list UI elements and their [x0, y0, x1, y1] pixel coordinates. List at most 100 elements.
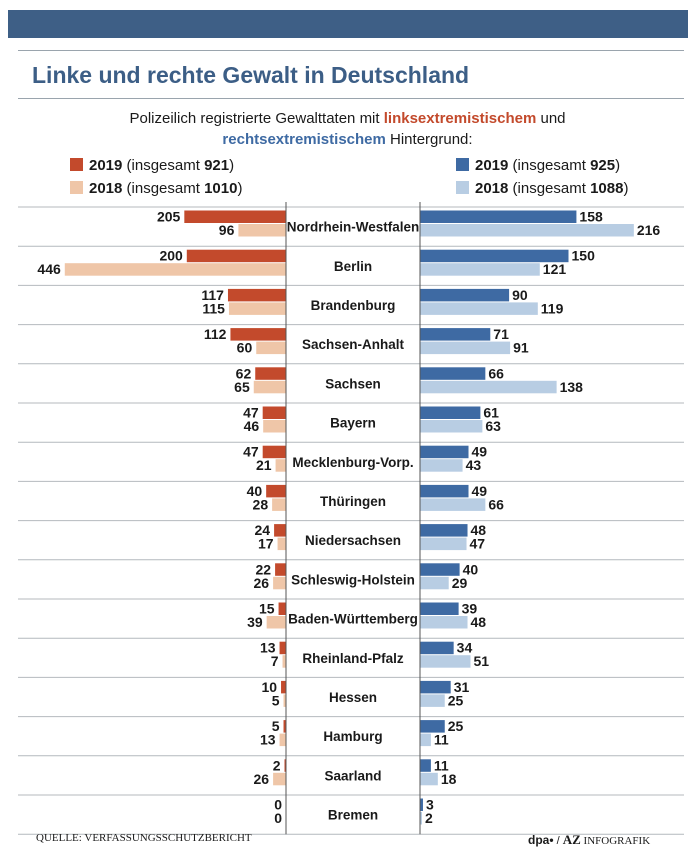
- value-label-right-2019: 49: [472, 444, 488, 460]
- subtitle-left-keyword: linksextremistischem: [383, 110, 537, 127]
- bar-left-2018: [282, 655, 286, 668]
- bar-left-2019: [227, 288, 286, 302]
- value-label-right-2018: 216: [637, 222, 661, 238]
- bar-left-2018: [64, 263, 286, 276]
- bar-right-2019: [420, 249, 569, 263]
- value-label-right-2019: 49: [472, 483, 488, 499]
- value-label-right-2019: 90: [512, 287, 528, 303]
- legend-total: 1010: [204, 180, 238, 197]
- credit-az: AZ: [562, 832, 581, 847]
- value-label-right-2018: 18: [441, 771, 457, 787]
- category-label: Sachsen-Anhalt: [302, 337, 405, 352]
- category-label: Rheinland-Pfalz: [302, 651, 404, 666]
- category-label: Nordrhein-Westfalen: [287, 220, 420, 235]
- legend-end: ): [229, 157, 235, 174]
- legend-label: (insgesamt: [122, 180, 205, 197]
- value-label-right-2018: 29: [452, 575, 468, 591]
- value-label-right-2019: 3: [426, 797, 434, 813]
- bar-right-2019: [420, 798, 423, 811]
- value-label-left-2018: 17: [258, 536, 274, 552]
- header-band: [8, 10, 688, 38]
- bar-right-2019: [420, 406, 481, 419]
- bar-right-2018: [420, 733, 431, 747]
- bar-right-2019: [420, 445, 469, 459]
- subtitle-mid: und: [540, 110, 566, 127]
- value-label-left-2018: 5: [272, 692, 280, 708]
- bar-left-2018: [228, 302, 286, 315]
- value-label-right-2018: 47: [470, 536, 486, 552]
- value-label-left-2018: 65: [234, 379, 250, 395]
- legend-end: ): [623, 180, 629, 197]
- chart-title: Linke und rechte Gewalt in Deutschland: [32, 62, 470, 88]
- bar-left-2019: [274, 524, 286, 537]
- bar-left-2019: [255, 367, 286, 380]
- value-label-right-2019: 11: [434, 757, 449, 773]
- value-label-left-2019: 205: [157, 209, 181, 225]
- value-label-right-2019: 25: [448, 718, 464, 734]
- value-label-right-2019: 48: [471, 522, 487, 538]
- value-label-left-2018: 60: [237, 340, 253, 356]
- value-label-left-2018: 7: [271, 653, 279, 669]
- bar-left-2019: [186, 249, 286, 263]
- value-label-left-2019: 5: [272, 718, 280, 734]
- bar-left-2018: [273, 772, 286, 786]
- credit: dpa• / AZ INFOGRAFIK: [528, 832, 650, 848]
- bar-left-2018: [275, 459, 286, 472]
- credit-rest: INFOGRAFIK: [580, 835, 651, 847]
- legend-year: 2018: [89, 180, 123, 197]
- value-label-left-2018: 39: [247, 614, 263, 630]
- bar-right-2018: [420, 380, 557, 394]
- bar-right-2018: [420, 616, 468, 629]
- bar-right-2019: [420, 759, 431, 772]
- value-label-right-2019: 158: [579, 209, 603, 225]
- value-label-left-2018: 26: [254, 771, 270, 787]
- category-label: Thüringen: [320, 494, 386, 509]
- bar-left-2018: [273, 576, 286, 590]
- legend-label: (insgesamt: [508, 157, 591, 174]
- bar-left-2019: [266, 484, 286, 498]
- value-label-right-2018: 119: [541, 300, 564, 316]
- value-label-left-2018: 26: [254, 575, 270, 591]
- value-label-right-2018: 66: [488, 496, 504, 512]
- legend-year: 2019: [89, 157, 123, 174]
- bar-right-2018: [420, 263, 540, 276]
- value-label-left-2018: 28: [253, 496, 269, 512]
- bar-left-2019: [283, 720, 286, 733]
- category-label: Sachsen: [325, 376, 381, 391]
- credit-dpa: dpa•: [528, 833, 554, 847]
- value-label-left-2019: 24: [255, 522, 271, 538]
- legend-label: (insgesamt: [122, 157, 205, 174]
- bar-left-2018: [256, 341, 286, 355]
- legend-total: 1088: [590, 180, 624, 197]
- value-label-left-2019: 10: [261, 679, 277, 695]
- bar-right-2018: [420, 341, 511, 355]
- bar-left-2018: [283, 694, 286, 707]
- value-label-right-2019: 34: [457, 640, 473, 656]
- value-label-left-2019: 0: [274, 797, 282, 813]
- bar-right-2018: [420, 576, 449, 590]
- category-label: Hamburg: [323, 729, 382, 744]
- value-label-left-2019: 112: [204, 326, 227, 342]
- value-label-right-2018: 63: [485, 418, 501, 434]
- bar-right-2019: [420, 680, 451, 694]
- category-label: Berlin: [334, 259, 372, 274]
- bar-left-2019: [278, 602, 286, 615]
- value-label-right-2019: 71: [493, 326, 509, 342]
- bar-left-2019: [230, 328, 286, 341]
- value-label-right-2018: 11: [434, 732, 449, 748]
- category-label: Brandenburg: [311, 298, 396, 313]
- bar-left-2019: [262, 445, 286, 459]
- legend-end: ): [237, 180, 243, 197]
- value-label-left-2018: 21: [256, 457, 272, 473]
- legend-left-2019: 2019 (insgesamt 921): [70, 157, 234, 174]
- category-label: Mecklenburg-Vorp.: [292, 455, 413, 470]
- legend-swatch: [456, 181, 469, 194]
- bar-right-2018: [420, 812, 422, 825]
- subtitle-pre: Polizeilich registrierte Gewalttaten mit: [129, 110, 380, 127]
- bar-left-2019: [279, 641, 286, 655]
- subtitle-right-keyword: rechtsextremistischem: [222, 131, 386, 148]
- legend-year: 2018: [475, 180, 509, 197]
- bar-left-2018: [266, 616, 286, 629]
- title-rule: [18, 98, 684, 99]
